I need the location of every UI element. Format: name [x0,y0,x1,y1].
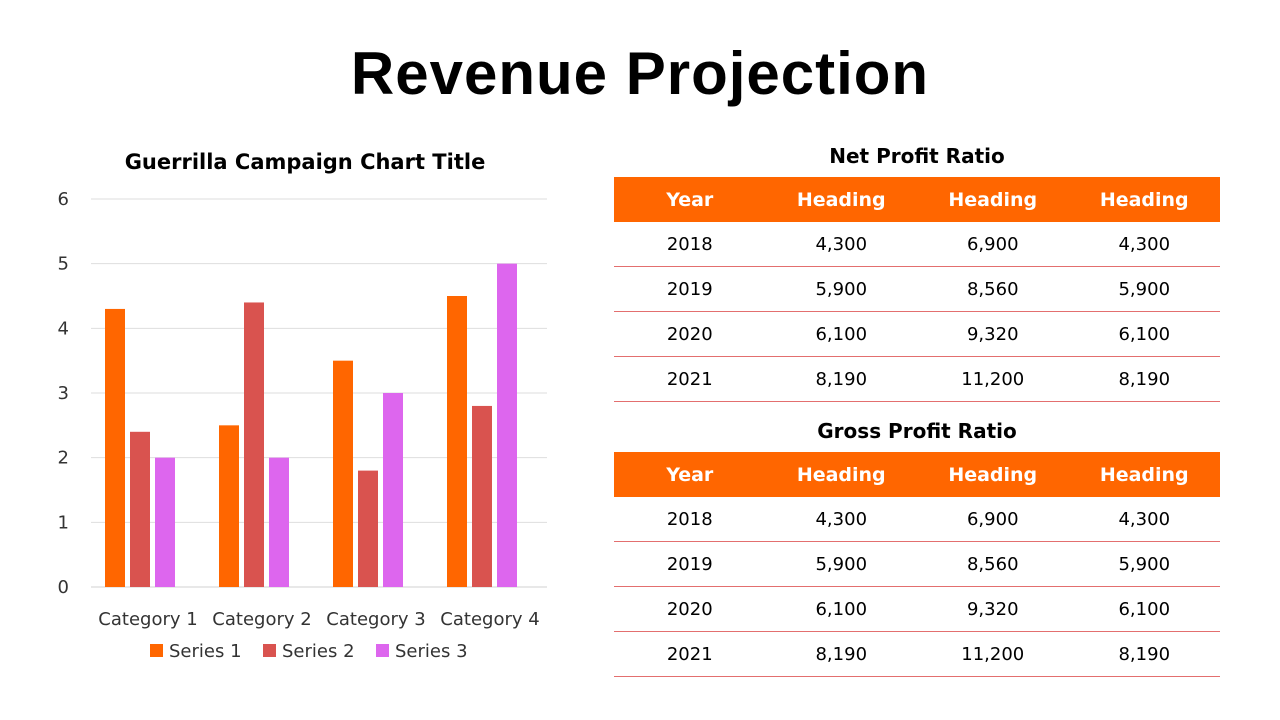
table-cell: 2019 [614,541,766,587]
table-cell: 2021 [614,356,766,402]
column-header: Heading [917,177,1069,222]
table-cell: 5,900 [765,266,917,312]
bar [105,308,125,587]
table-cell: 8,560 [917,541,1069,587]
table-cell: 6,100 [1068,586,1220,632]
legend-swatch [376,644,389,657]
x-tick-label: Category 3 [326,609,425,630]
table-row: 2019 5,900 8,560 5,900 [614,266,1220,312]
table-cell: 8,190 [1068,631,1220,677]
table-row: 2018 4,300 6,900 4,300 [614,222,1220,267]
bar [155,457,175,587]
table-cell: 8,190 [765,631,917,677]
gross-profit-table: Year Heading Heading Heading 2018 4,300 … [614,452,1220,677]
table-row: 2020 6,100 9,320 6,100 [614,586,1220,632]
column-header: Heading [765,177,917,222]
y-tick-label: 5 [58,254,69,275]
bar [244,302,264,587]
legend-swatch [150,644,163,657]
column-header: Heading [917,452,1069,497]
y-tick-label: 3 [58,383,69,404]
column-header: Year [614,177,766,222]
table-cell: 6,100 [1068,311,1220,357]
table-cell: 5,900 [765,541,917,587]
table-row: 2018 4,300 6,900 4,300 [614,497,1220,542]
bar-chart: Guerrilla Campaign Chart Title 0 1 2 3 4 5 6 Cat… [58,150,547,662]
x-tick-label: Category 2 [212,609,311,630]
table-cell: 4,300 [1068,222,1220,267]
table-row: 2019 5,900 8,560 5,900 [614,541,1220,587]
column-header: Year [614,452,766,497]
table-cell: 6,900 [917,222,1069,267]
x-tick-label: Category 4 [440,609,539,630]
table-cell: 8,190 [1068,356,1220,402]
table-row: 2021 8,190 11,200 8,190 [614,631,1220,677]
legend-label: Series 1 [169,641,242,662]
net-profit-title: Net Profit Ratio [829,144,1005,168]
table-cell: 2021 [614,631,766,677]
bar [219,425,239,587]
table-cell: 9,320 [917,311,1069,357]
table-cell: 5,900 [1068,266,1220,312]
x-tick-label: Category 1 [98,609,197,630]
table-cell: 2018 [614,497,766,542]
y-tick-label: 0 [58,577,69,598]
table-header-row: Year Heading Heading Heading [614,177,1220,222]
table-header-row: Year Heading Heading Heading [614,452,1220,497]
bar [358,470,378,587]
bar [497,263,517,587]
table-cell: 6,100 [765,311,917,357]
table-cell: 11,200 [917,631,1069,677]
bar [130,431,150,587]
legend-label: Series 3 [395,641,468,662]
table-cell: 4,300 [765,222,917,267]
page-title: Revenue Projection [350,40,930,107]
bar [269,457,289,587]
table-cell: 9,320 [917,586,1069,632]
table-cell: 8,190 [765,356,917,402]
column-header: Heading [1068,177,1220,222]
table-cell: 2020 [614,311,766,357]
table-cell: 4,300 [765,497,917,542]
table-row: 2021 8,190 11,200 8,190 [614,356,1220,402]
table-cell: 2019 [614,266,766,312]
table-cell: 5,900 [1068,541,1220,587]
table-cell: 11,200 [917,356,1069,402]
chart-title: Guerrilla Campaign Chart Title [125,150,486,174]
gross-profit-title: Gross Profit Ratio [817,419,1017,443]
table-cell: 4,300 [1068,497,1220,542]
bar [472,405,492,587]
bar [447,296,467,587]
y-tick-label: 2 [58,448,69,469]
bar [333,360,353,587]
net-profit-table: Year Heading Heading Heading 2018 4,300 … [614,177,1220,402]
table-cell: 6,100 [765,586,917,632]
y-tick-label: 4 [58,318,69,339]
legend-label: Series 2 [282,641,355,662]
table-cell: 8,560 [917,266,1069,312]
table-cell: 2018 [614,222,766,267]
table-cell: 2020 [614,586,766,632]
bar [383,393,403,587]
y-tick-label: 6 [58,189,69,210]
column-header: Heading [765,452,917,497]
y-tick-label: 1 [58,512,69,533]
table-cell: 6,900 [917,497,1069,542]
legend-swatch [263,644,276,657]
column-header: Heading [1068,452,1220,497]
table-row: 2020 6,100 9,320 6,100 [614,311,1220,357]
